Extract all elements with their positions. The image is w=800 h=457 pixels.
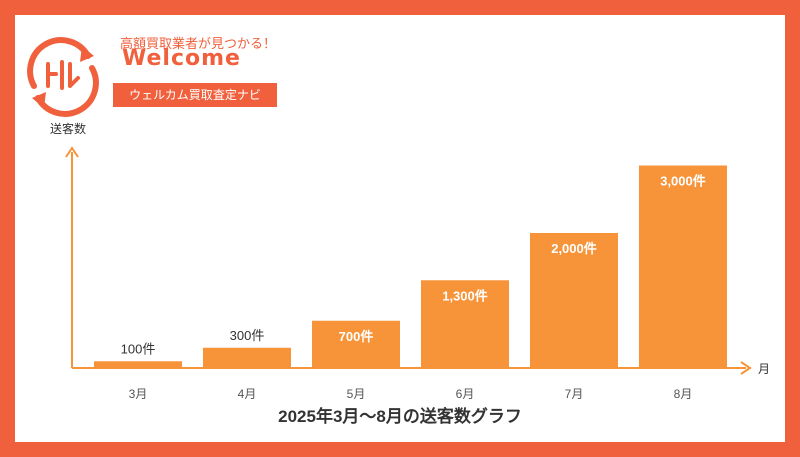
x-axis-arrow-icon	[740, 361, 752, 375]
y-axis-arrow-icon	[65, 146, 79, 158]
bar-2	[203, 347, 291, 368]
bar-5	[530, 233, 618, 368]
x-tick-label-1: 3月	[129, 387, 148, 401]
bar-6	[639, 165, 727, 368]
chart-title: 2025年3月～8月の送客数グラフ	[278, 407, 522, 426]
bars-group: 100件 3月 300件 4月 700件 5月 1,300件 6月 2,000件 7月 3,000件…	[94, 165, 727, 401]
x-tick-label-2: 4月	[238, 387, 257, 401]
brand-banner: ウェルカム買取査定ナビ	[113, 83, 277, 107]
chart-axes: 送客数 月	[50, 121, 770, 376]
brand-wordmark: Welcome	[122, 46, 241, 71]
x-tick-label-3: 5月	[347, 387, 366, 401]
brand-tagline: 高額買取業者が見つかる！	[120, 37, 277, 52]
x-tick-label-6: 8月	[674, 387, 693, 401]
bar-3	[312, 320, 400, 368]
bar-value-label-5: 2,000件	[551, 241, 597, 256]
bar-4	[421, 280, 509, 368]
bar-1	[94, 361, 182, 368]
bar-value-label-3: 700件	[339, 329, 374, 344]
bar-value-label-6: 3,000件	[660, 174, 706, 189]
bar-value-label-1: 100件	[121, 341, 156, 356]
bar-value-label-2: 300件	[230, 328, 265, 343]
y-axis-label: 送客数	[50, 121, 86, 136]
x-axis-label: 月	[758, 362, 770, 376]
bar-value-label-4: 1,300件	[442, 288, 488, 303]
logo-emblem-icon	[27, 37, 99, 117]
x-tick-label-4: 6月	[456, 387, 475, 401]
logo	[20, 34, 106, 125]
x-tick-label-5: 7月	[565, 387, 584, 401]
